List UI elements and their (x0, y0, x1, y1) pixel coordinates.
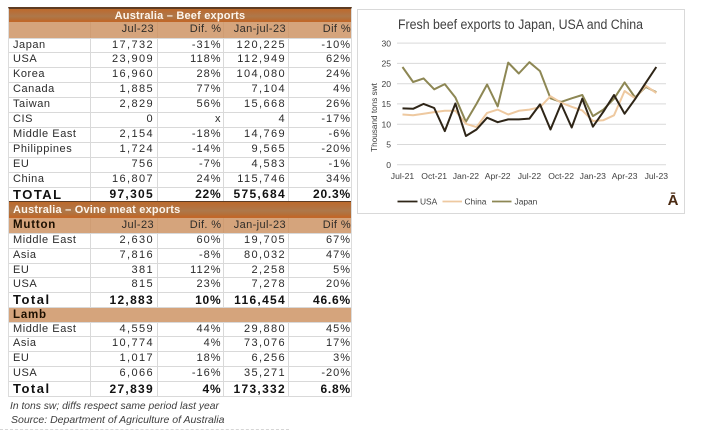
svg-text:Apr-23: Apr-23 (611, 171, 637, 181)
svg-text:Jul-22: Jul-22 (517, 171, 541, 181)
svg-text:Thousand tons swt: Thousand tons swt (370, 82, 379, 151)
svg-text:Japan: Japan (514, 196, 537, 206)
svg-text:0: 0 (386, 160, 391, 170)
svg-text:Jul-21: Jul-21 (390, 171, 414, 181)
svg-text:15: 15 (381, 99, 391, 109)
svg-text:Apr-22: Apr-22 (484, 171, 510, 181)
svg-text:China: China (464, 196, 486, 206)
svg-text:10: 10 (381, 119, 391, 129)
svg-text:USA: USA (420, 196, 438, 206)
svg-text:Jan-22: Jan-22 (452, 171, 478, 181)
svg-text:Oct-22: Oct-22 (548, 171, 574, 181)
svg-text:Oct-21: Oct-21 (421, 171, 447, 181)
svg-text:25: 25 (381, 58, 391, 68)
svg-text:5: 5 (386, 139, 391, 149)
svg-text:Ā: Ā (667, 192, 678, 209)
svg-text:30: 30 (381, 38, 391, 48)
svg-text:Fresh beef exports to Japan, U: Fresh beef exports to Japan, USA and Chi… (398, 16, 643, 31)
svg-text:Jan-23: Jan-23 (579, 171, 605, 181)
svg-text:20: 20 (381, 78, 391, 88)
svg-text:Jul-23: Jul-23 (644, 171, 668, 181)
